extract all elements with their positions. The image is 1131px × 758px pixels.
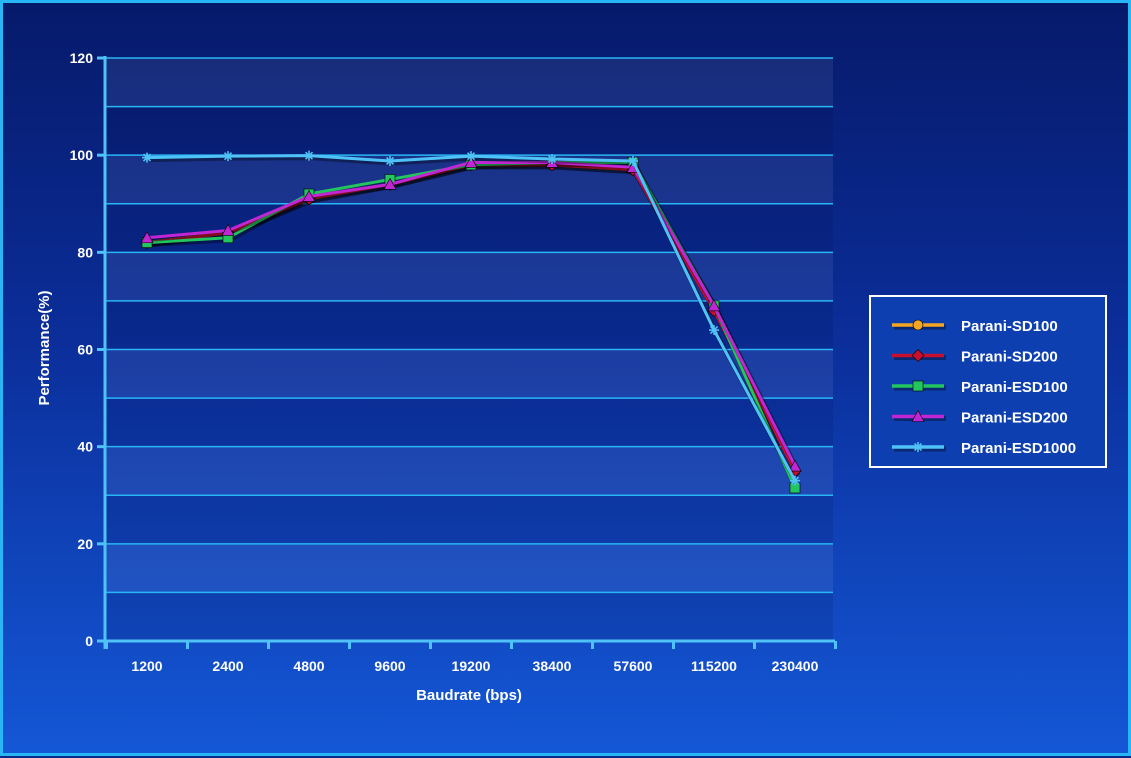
marker-stroke [304,151,314,160]
legend-item: Parani-SD100 [892,318,1058,335]
marker-stroke [385,156,395,166]
legend-label: Parani-ESD100 [961,379,1068,396]
data-point [304,150,314,161]
legend-item: Parani-ESD200 [892,410,1068,427]
x-tick-label: 2400 [212,658,243,674]
y-tick-label: 20 [77,536,93,552]
plot-band [105,446,833,496]
plot-band [105,543,833,593]
y-axis-label: Performance(%) [36,290,53,405]
marker-stroke [142,153,152,162]
y-tick-label: 120 [70,50,94,66]
plot-band [105,252,833,301]
data-point [223,151,233,162]
x-tick-label: 38400 [533,658,572,674]
x-tick-label: 19200 [452,658,491,674]
x-tick-label: 230400 [772,658,819,674]
data-point [913,442,923,452]
legend-item: Parani-SD200 [892,349,1058,366]
marker-stroke [913,442,923,452]
axes [97,56,837,649]
data-point [302,189,316,202]
data-point [221,223,235,236]
marker-stroke [628,156,638,166]
x-tick-label: 4800 [293,658,324,674]
marker-stroke [790,476,800,485]
marker-stroke [709,326,719,335]
grid-lines [105,57,833,594]
tick-labels: 0 20 40 60 80 100 120 1200 2400 4800 9600 19200 3840… [70,50,819,674]
data-point [140,231,154,244]
marker-stroke [547,154,557,164]
data-point [547,154,557,165]
plot-band [105,203,833,253]
x-tick-label: 57600 [614,658,653,674]
y-tick-label: 0 [85,633,93,649]
plot-band [105,349,833,399]
data-point [707,299,721,312]
data-point [788,459,802,472]
series-parani-esd1000 [142,150,800,486]
y-tick-label: 60 [77,342,93,358]
x-tick-label: 9600 [374,658,405,674]
data-point [912,319,924,331]
y-tick-label: 80 [77,244,93,260]
data-point [911,349,925,362]
data-point [709,325,719,336]
data-point [383,177,397,190]
x-tick-label: 1200 [131,658,162,674]
legend-item: Parani-ESD1000 [892,440,1076,457]
data-point [911,409,925,422]
data-point [790,475,800,486]
y-tick-label: 40 [77,439,93,455]
marker-stroke [223,152,233,161]
x-axis-label: Baudrate (bps) [416,687,522,704]
legend-label: Parani-ESD200 [961,410,1068,427]
legend-label: Parani-ESD1000 [961,440,1076,457]
legend-items: Parani-SD100 Parani-SD200 Parani-ESD100 Par… [892,318,1076,457]
plot-band [105,106,833,156]
legend-label: Parani-SD200 [961,349,1058,366]
legend-item: Parani-ESD100 [892,379,1068,396]
plot-band [105,398,833,447]
plot-band [105,495,833,544]
series-lines [140,150,802,494]
data-point [912,380,924,392]
y-tick-label: 100 [70,147,94,163]
legend: Parani-SD100 Parani-SD200 Parani-ESD100 Par… [869,295,1107,468]
line-chart: 0 20 40 60 80 100 120 1200 2400 4800 9600 19200 3840… [36,50,1107,704]
data-point [628,155,638,166]
plot-band [105,592,833,641]
marker-stroke [466,152,476,161]
plot-band [105,58,833,107]
data-point [466,151,476,162]
legend-label: Parani-SD100 [961,318,1058,335]
data-point [385,155,395,166]
x-tick-label: 115200 [691,658,737,674]
data-point [142,152,152,163]
data-point [464,155,478,168]
